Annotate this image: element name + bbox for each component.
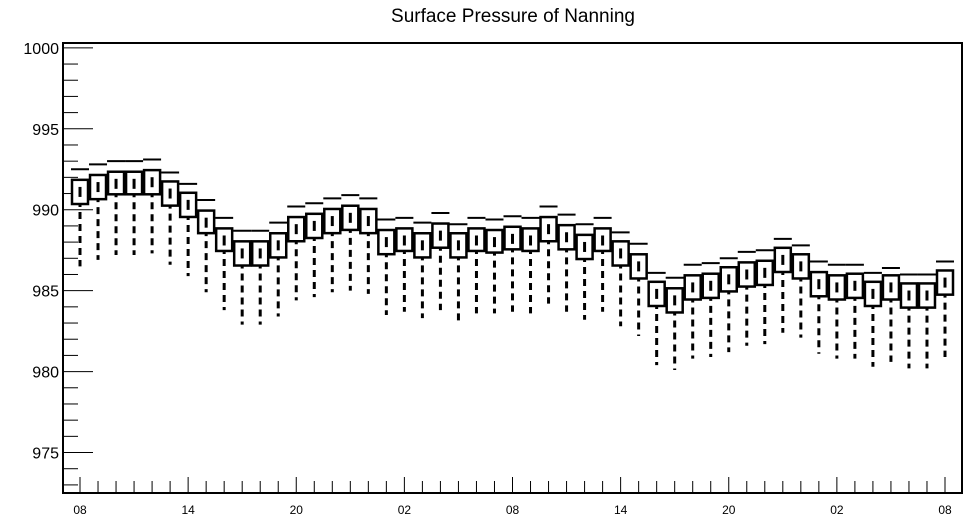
box-mark xyxy=(196,199,216,293)
box-mark xyxy=(611,231,630,327)
box-mark xyxy=(845,263,865,359)
y-tick-label: 990 xyxy=(32,203,59,220)
box-mark xyxy=(899,273,919,369)
y-axis: 975 980 985 990 995 1000 xyxy=(23,41,93,486)
box-mark xyxy=(178,182,198,277)
chart-title: Surface Pressure of Nanning xyxy=(391,6,635,27)
box-mark xyxy=(791,244,811,338)
box-mark xyxy=(431,211,450,311)
y-tick-label: 985 xyxy=(32,284,59,301)
box-mark xyxy=(377,218,396,315)
box-mark xyxy=(521,216,540,314)
box-mark xyxy=(755,249,775,345)
box-mark xyxy=(737,250,757,346)
box-mark xyxy=(773,237,793,333)
box-mark xyxy=(124,160,144,256)
box-mark xyxy=(160,171,180,265)
box-mark xyxy=(268,221,288,317)
box-mark xyxy=(683,263,702,359)
plot-frame xyxy=(62,42,963,494)
box-mark xyxy=(503,215,522,312)
box-mark xyxy=(701,262,720,358)
box-mark xyxy=(917,273,937,369)
box-mark xyxy=(449,223,468,322)
y-tick-label: 975 xyxy=(32,446,59,463)
box-mark xyxy=(70,168,90,267)
box-mark xyxy=(395,216,414,312)
box-mark xyxy=(142,158,162,254)
box-mark xyxy=(629,242,648,336)
box-mark xyxy=(647,271,666,366)
box-mark xyxy=(359,197,378,294)
y-tick-label: 995 xyxy=(32,122,59,139)
box-mark xyxy=(305,202,324,298)
box-mark xyxy=(863,271,883,367)
box-mark xyxy=(539,205,558,304)
box-mark xyxy=(665,276,684,370)
box-mark xyxy=(413,221,432,319)
box-mark xyxy=(250,229,270,325)
box-mark xyxy=(467,216,486,314)
x-tick-label: 08 xyxy=(73,503,87,517)
box-mark xyxy=(214,216,234,311)
box-mark xyxy=(106,160,126,256)
x-tick-label: 14 xyxy=(181,503,195,517)
x-tick-label: 02 xyxy=(830,503,844,517)
box-mark xyxy=(935,260,955,358)
x-axis: 08 14 20 02 08 14 20 02 08 xyxy=(73,477,952,517)
x-tick-label: 20 xyxy=(290,503,304,517)
box-mark xyxy=(287,205,306,301)
box-mark xyxy=(557,213,576,312)
x-tick-label: 08 xyxy=(506,503,520,517)
box-mark xyxy=(719,257,738,353)
box-mark xyxy=(485,218,504,314)
y-tick-label: 1000 xyxy=(23,41,59,58)
y-tick-label: 980 xyxy=(32,365,59,382)
box-mark xyxy=(881,267,901,362)
box-mark xyxy=(809,260,829,354)
box-plot-series xyxy=(70,158,955,370)
box-mark xyxy=(232,229,252,325)
box-mark xyxy=(341,194,360,291)
x-tick-label: 14 xyxy=(614,503,628,517)
box-mark xyxy=(827,263,847,359)
x-tick-label: 20 xyxy=(722,503,736,517)
box-mark xyxy=(323,197,342,293)
x-tick-label: 02 xyxy=(398,503,412,517)
box-mark xyxy=(593,216,612,312)
box-mark xyxy=(575,223,594,320)
box-mark xyxy=(88,163,108,260)
x-tick-label: 08 xyxy=(938,503,952,517)
